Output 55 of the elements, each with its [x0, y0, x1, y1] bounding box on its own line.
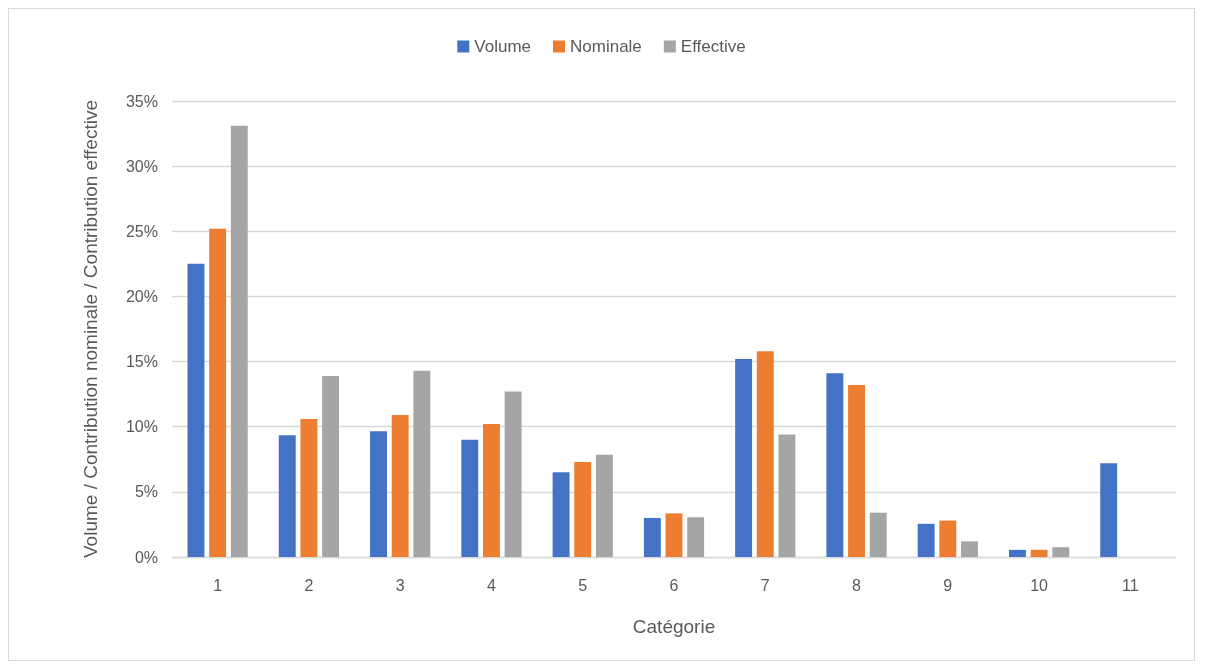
bar [869, 512, 887, 557]
bar [1008, 549, 1026, 557]
bar [300, 418, 318, 557]
bar [917, 523, 935, 557]
bar [848, 385, 866, 557]
y-tick-label: 5% [134, 483, 158, 501]
y-tick-label: 30% [125, 157, 158, 175]
bar [278, 435, 296, 557]
legend-label: Volume [474, 37, 531, 56]
bar [413, 370, 431, 557]
legend-label: Effective [680, 37, 746, 56]
bar [643, 517, 661, 557]
bar [778, 434, 796, 557]
x-tick-label: 3 [395, 576, 405, 594]
y-tick-label: 35% [125, 92, 158, 110]
bar [1030, 549, 1048, 557]
x-tick-label: 11 [1122, 576, 1139, 594]
x-tick-label: 1 [213, 576, 223, 594]
bar [939, 520, 957, 557]
bar [1052, 547, 1070, 557]
legend-label: Nominale [570, 37, 642, 56]
x-tick-label: 8 [852, 576, 862, 594]
bar [370, 431, 387, 557]
bar [595, 454, 613, 557]
bar [209, 228, 227, 557]
y-tick-label: 20% [125, 287, 158, 305]
bar [735, 358, 753, 557]
bar [552, 472, 570, 557]
bar [687, 517, 705, 557]
y-tick-label: 25% [125, 222, 158, 240]
bar [187, 263, 205, 557]
bar [574, 461, 592, 557]
x-axis-title: Catégorie [632, 616, 716, 637]
bar [665, 513, 683, 557]
bar [756, 351, 774, 557]
bar [391, 414, 409, 557]
bar [461, 439, 479, 557]
y-tick-label: 10% [125, 418, 158, 436]
bar [230, 125, 248, 557]
x-tick-label: 9 [943, 576, 953, 594]
x-tick-label: 4 [487, 576, 496, 594]
bar [322, 375, 340, 557]
bar [826, 373, 844, 557]
x-tick-label: 6 [669, 576, 679, 594]
y-axis-title: Volume / Contribution nominale / Contribution effective [79, 99, 101, 559]
x-tick-label: 7 [760, 576, 770, 594]
y-tick-label: 15% [125, 353, 158, 371]
bar [482, 424, 500, 557]
x-tick-label: 2 [304, 576, 314, 594]
bar [961, 541, 978, 557]
bar [504, 391, 522, 557]
y-tick-label: 0% [134, 548, 158, 566]
bar [1100, 463, 1118, 557]
x-tick-label: 10 [1030, 576, 1049, 594]
x-tick-label: 5 [578, 576, 588, 594]
